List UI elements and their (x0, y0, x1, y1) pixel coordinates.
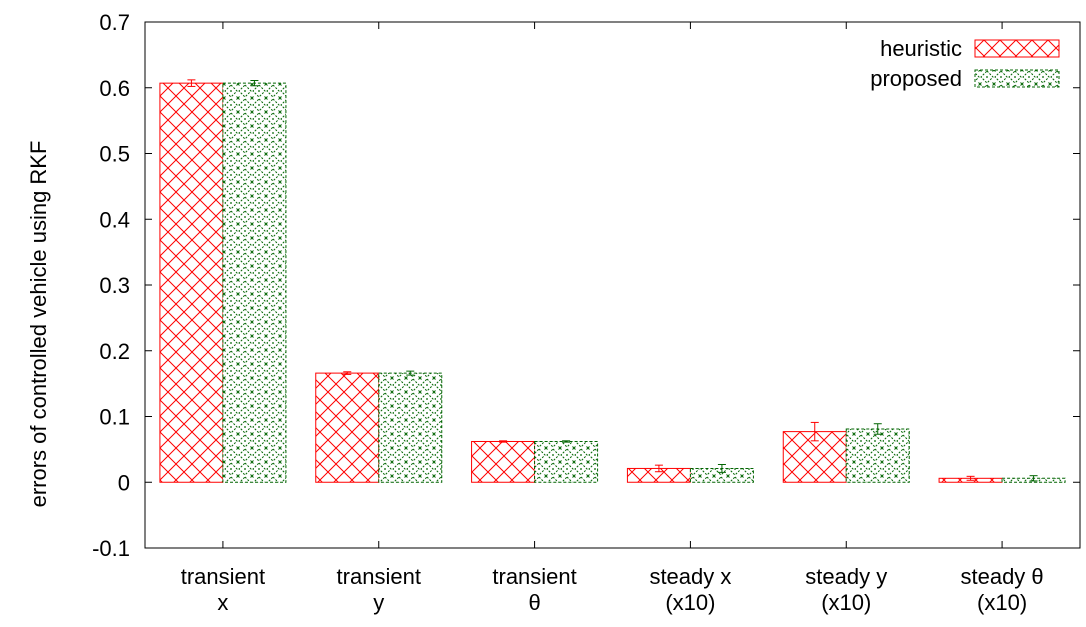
y-tick-label: 0.5 (99, 142, 130, 167)
error-bars (187, 79, 1038, 482)
bar-proposed (378, 372, 443, 483)
bar-proposed (534, 440, 599, 483)
legend-swatch-proposed (974, 69, 1060, 88)
x-tick-label-line1: steady θ (960, 564, 1043, 589)
x-tick-label-line1: transient (337, 564, 421, 589)
x-tick-label-line2: θ (528, 590, 540, 615)
legend-swatch-heuristic (974, 39, 1060, 58)
bar-proposed (845, 428, 910, 483)
bar-heuristic (159, 82, 224, 483)
plot-frame (144, 21, 1081, 549)
x-tick-label-line2: (x10) (977, 590, 1027, 615)
y-tick-label: 0 (118, 470, 130, 495)
x-tick-label-line1: transient (492, 564, 576, 589)
y-tick-label: 0.7 (99, 10, 130, 35)
legend: heuristic proposed (870, 36, 1060, 91)
x-tick-label-line1: steady x (649, 564, 731, 589)
x-tick-label-line2: y (373, 590, 384, 615)
bar-heuristic (315, 372, 380, 483)
legend-label-heuristic: heuristic (880, 36, 962, 61)
bars (159, 82, 1066, 483)
x-tick-label-line1: steady y (805, 564, 887, 589)
y-tick-label: 0.2 (99, 339, 130, 364)
legend-label-proposed: proposed (870, 66, 962, 91)
y-tick-label: 0.1 (99, 405, 130, 430)
x-tick-label-line1: transient (181, 564, 265, 589)
y-axis: -0.1 0 0.1 0.2 0.3 0.4 0.5 0.6 0.7 (92, 10, 1080, 561)
x-tick-label-line2: (x10) (665, 590, 715, 615)
y-tick-label: -0.1 (92, 536, 130, 561)
y-tick-label: 0.6 (99, 76, 130, 101)
bar-proposed (222, 82, 287, 483)
y-tick-label: 0.4 (99, 207, 130, 232)
x-tick-label-line2: x (217, 590, 228, 615)
y-tick-label: 0.3 (99, 273, 130, 298)
x-tick-label-line2: (x10) (821, 590, 871, 615)
y-axis-label: errors of controlled vehicle using RKF (26, 141, 51, 508)
bar-heuristic (471, 440, 536, 483)
